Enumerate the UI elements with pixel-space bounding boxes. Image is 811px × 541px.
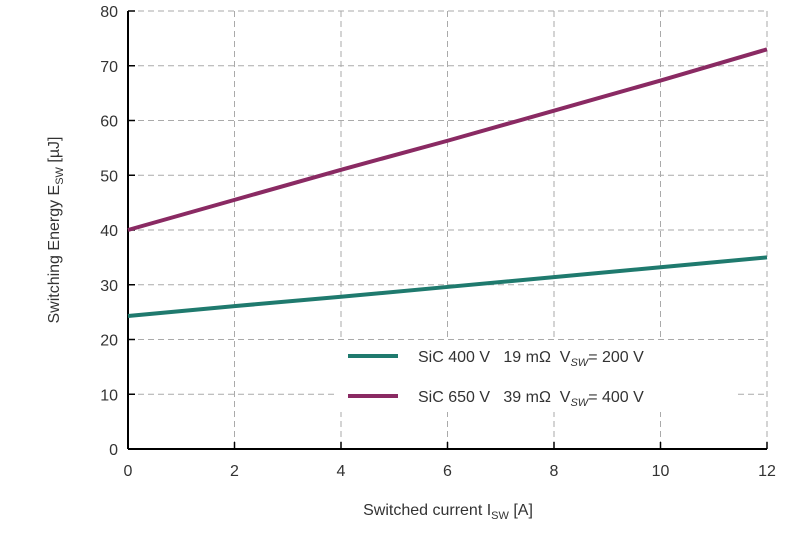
y-tick-label: 40 [100,223,118,240]
legend: SiC 400 V 19 mΩ VSW= 200 V SiC 650 V 39 … [336,340,736,412]
y-tick-label: 0 [109,442,118,459]
y-tick-label: 10 [100,387,118,404]
y-tick-label: 30 [100,278,118,295]
y-tick-label: 50 [100,168,118,185]
x-tick-label: 8 [550,463,559,480]
x-tick-label: 2 [230,463,239,480]
legend-label-sic650: SiC 650 V 39 mΩ VSW= 400 V [418,389,644,409]
x-tick-label: 10 [652,463,670,480]
legend-label-sic400: SiC 400 V 19 mΩ VSW= 200 V [418,349,644,369]
x-axis-label: Switched current ISW [A] [363,502,533,522]
y-tick-label: 70 [100,59,118,76]
series-lines [127,47,768,318]
x-tick-label: 6 [443,463,452,480]
series-line-1 [127,47,768,232]
series-line-0 [127,255,768,318]
tick-labels: 0 10 20 30 40 50 60 70 80 0 2 4 6 8 10 12 [100,4,776,480]
y-axis-label: Switching Energy ESW [µJ] [46,136,66,323]
y-tick-label: 60 [100,114,118,131]
y-tick-label: 20 [100,333,118,350]
x-tick-label: 12 [758,463,776,480]
x-tick-label: 0 [124,463,133,480]
y-tick-label: 80 [100,4,118,21]
x-tick-label: 4 [337,463,346,480]
